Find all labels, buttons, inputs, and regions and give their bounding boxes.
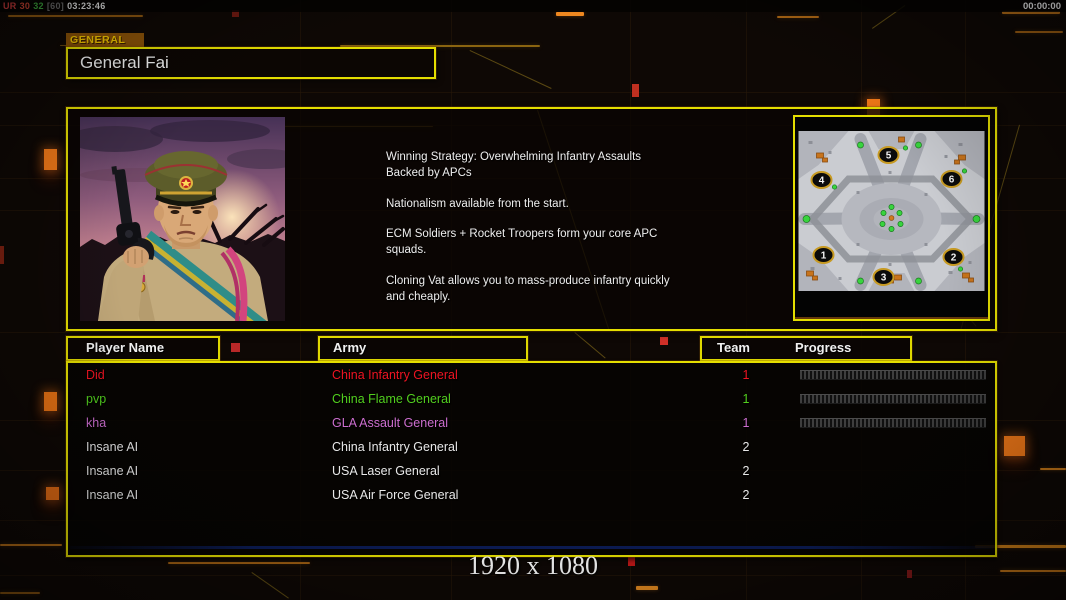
- army-cell: GLA Assault General: [332, 416, 449, 430]
- circuit-line: [0, 592, 40, 594]
- svg-text:3: 3: [881, 273, 887, 284]
- fps-cap: [60]: [46, 1, 65, 11]
- circuit-node: [628, 556, 635, 566]
- svg-text:2: 2: [951, 253, 957, 264]
- general-tab-label: GENERAL: [66, 33, 144, 48]
- svg-text:4: 4: [819, 176, 825, 187]
- circuit-line: [1000, 570, 1066, 572]
- map-preview: 1 2 3 4 5 6: [793, 115, 990, 321]
- grid-line: [0, 332, 1066, 333]
- circuit-line: [340, 45, 540, 47]
- table-row: kha GLA Assault General 1: [68, 411, 995, 435]
- circuit-line: [636, 586, 658, 590]
- circuit-line: [975, 545, 1066, 548]
- resolution-label: 1920 x 1080: [468, 551, 598, 580]
- army-cell: China Flame General: [332, 392, 451, 406]
- circuit-line: [168, 562, 310, 564]
- column-header-player-name: Player Name: [66, 336, 220, 361]
- general-info-panel: Winning Strategy: Overwhelming Infantry …: [66, 107, 997, 338]
- circuit-node: [44, 392, 57, 411]
- circuit-node: [660, 337, 668, 345]
- army-cell: USA Laser General: [332, 464, 440, 478]
- player-name-cell: Did: [86, 368, 105, 382]
- circuit-node: [231, 343, 240, 352]
- svg-text:5: 5: [886, 151, 892, 162]
- system-clock: 03:23:46: [67, 1, 106, 11]
- table-row: Insane AI China Infantry General 2: [68, 435, 995, 459]
- gentool-stats: UR 30 32 [60] 03:23:46: [3, 1, 109, 11]
- circuit-trace: [574, 332, 606, 359]
- circuit-node: [46, 487, 59, 500]
- team-cell: 2: [742, 488, 750, 502]
- tech-markers: [802, 141, 981, 285]
- circuit-line: [8, 15, 143, 17]
- grid-line: [0, 92, 1066, 93]
- team-cell: 1: [742, 392, 750, 406]
- player-name-cell: Insane AI: [86, 440, 139, 454]
- start-position-4: 4: [810, 171, 833, 189]
- team-cell: 2: [742, 440, 750, 454]
- strategy-paragraph: Cloning Vat allows you to mass-produce i…: [386, 274, 670, 303]
- column-header-progress: Progress: [795, 340, 852, 355]
- circuit-line: [1040, 468, 1066, 470]
- strategy-paragraph: ECM Soldiers + Rocket Troopers form your…: [386, 227, 658, 257]
- progress-bar: [800, 394, 986, 404]
- army-cell: China Infantry General: [332, 440, 458, 454]
- fps-alt: 32: [33, 1, 44, 11]
- top-bar: [0, 0, 1066, 12]
- progress-bar: [800, 370, 986, 380]
- column-header-army: Army: [318, 336, 528, 361]
- table-accent-line: [70, 546, 993, 549]
- strategy-text: Winning Strategy: Overwhelming Infantry …: [386, 149, 721, 319]
- start-position-2: 2: [942, 248, 965, 266]
- army-cell: China Infantry General: [332, 368, 458, 382]
- player-name-cell: pvp: [86, 392, 107, 406]
- circuit-line: [0, 544, 62, 546]
- table-row: Insane AI USA Laser General 2: [68, 459, 995, 483]
- start-position-markers: 1 2 3 4 5 6: [810, 146, 965, 286]
- grid-line: [0, 575, 1066, 576]
- circuit-node: [232, 10, 239, 17]
- circuit-line: [1015, 31, 1063, 33]
- svg-text:6: 6: [949, 175, 955, 186]
- player-name-cell: kha: [86, 416, 107, 430]
- tool-tag: UR: [3, 1, 17, 11]
- circuit-line: [777, 16, 819, 18]
- strategy-paragraph: Nationalism available from the start.: [386, 197, 569, 210]
- circuit-line: [1002, 11, 1060, 14]
- player-name-cell: Insane AI: [86, 488, 139, 502]
- start-position-6: 6: [940, 170, 963, 188]
- table-row: Insane AI USA Air Force General 2: [68, 483, 995, 507]
- start-position-1: 1: [812, 246, 835, 264]
- general-name-box: General Fai: [66, 47, 436, 79]
- team-cell: 1: [742, 368, 750, 382]
- player-table: Did China Infantry General 1 pvp China Flame…: [66, 361, 997, 557]
- start-position-5: 5: [877, 146, 900, 164]
- table-row: Did China Infantry General 1: [68, 363, 995, 387]
- progress-bar: [800, 418, 986, 428]
- column-header-team-progress: Team Progress: [700, 336, 912, 361]
- circuit-node: [1004, 436, 1025, 456]
- match-timer: 00:00:00: [1022, 1, 1061, 12]
- svg-text:1: 1: [821, 251, 827, 262]
- circuit-node: [44, 149, 57, 170]
- column-header-team: Team: [717, 340, 750, 355]
- team-cell: 2: [742, 464, 750, 478]
- team-cell: 1: [742, 416, 750, 430]
- player-name-cell: Insane AI: [86, 464, 139, 478]
- strategy-paragraph: Winning Strategy: Overwhelming Infantry …: [386, 151, 642, 180]
- circuit-line: [556, 12, 584, 16]
- circuit-trace: [469, 50, 552, 89]
- start-position-3: 3: [872, 268, 895, 286]
- general-portrait: [67, 117, 303, 338]
- army-cell: USA Air Force General: [332, 488, 459, 502]
- fps-value: 30: [19, 1, 31, 11]
- table-row: pvp China Flame General 1: [68, 387, 995, 411]
- circuit-node: [907, 570, 912, 578]
- circuit-node: [0, 246, 4, 264]
- circuit-node: [632, 84, 639, 97]
